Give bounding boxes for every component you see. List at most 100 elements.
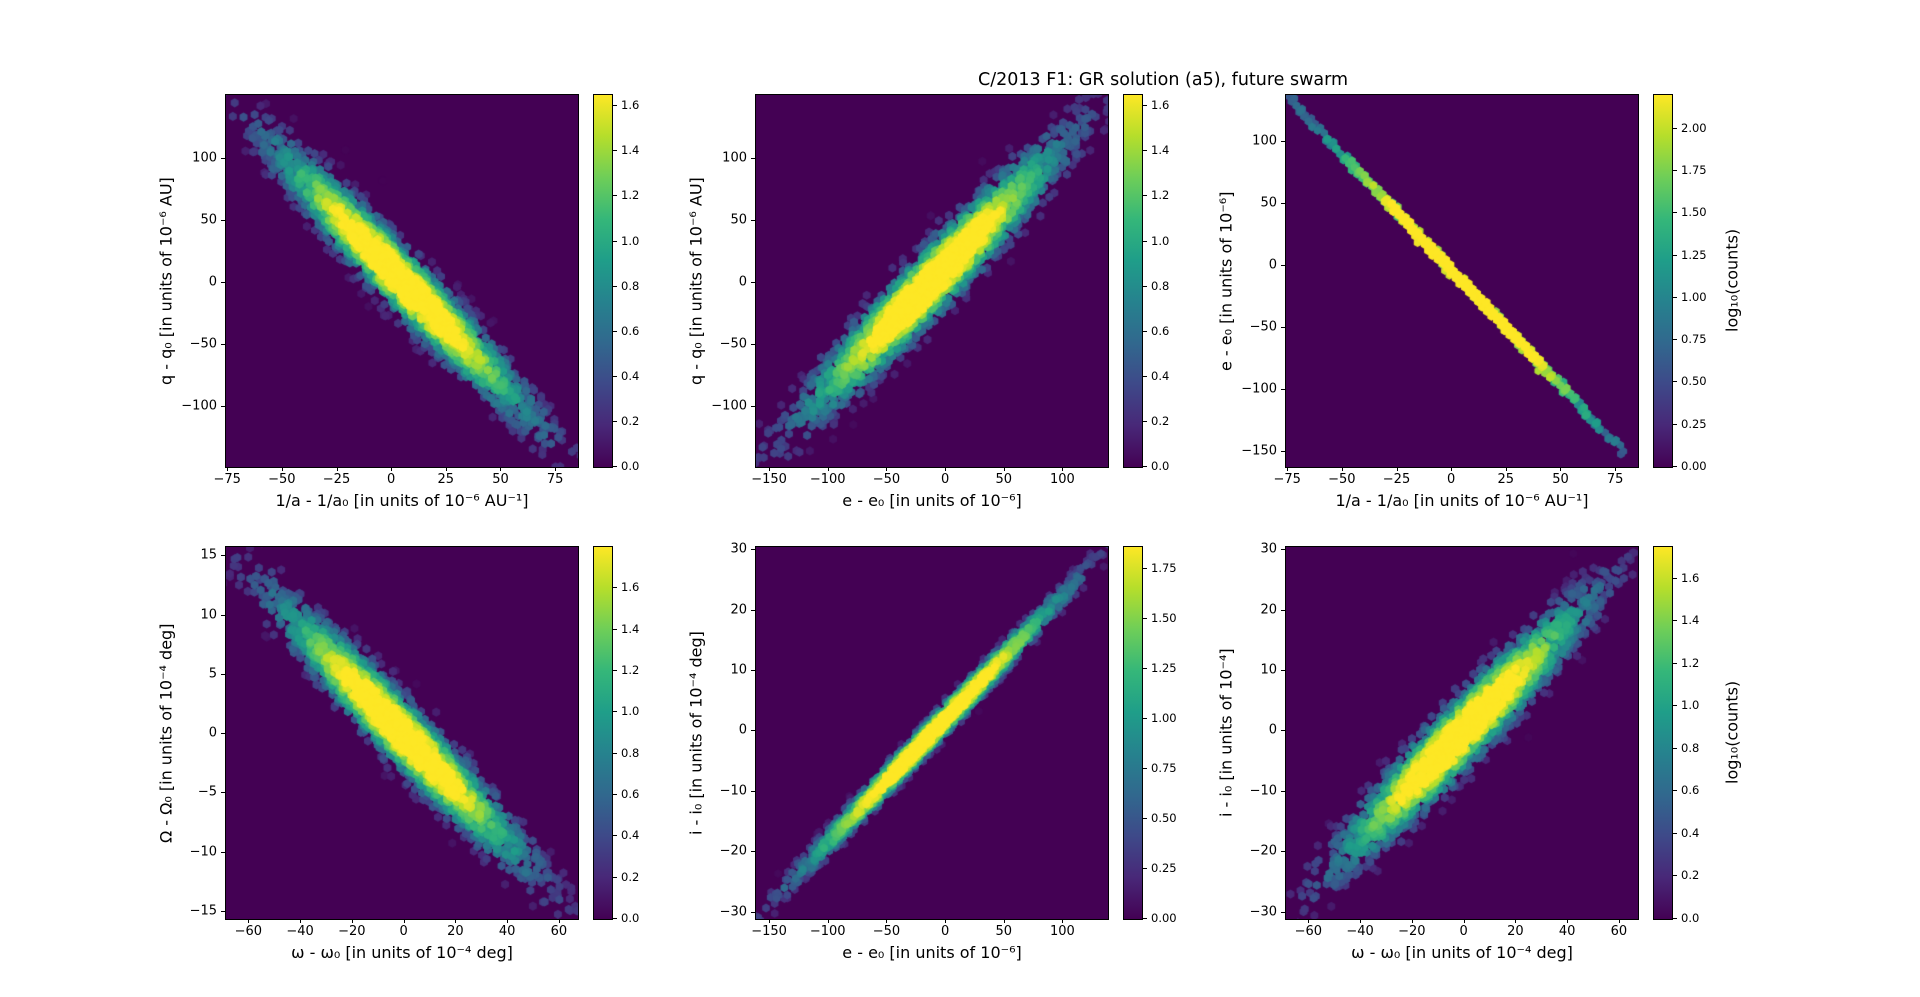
x-tick-label: −75 — [1273, 472, 1301, 487]
y-tick-mark — [1281, 911, 1285, 913]
colorbar-tick-mark — [1143, 568, 1147, 569]
x-tick-label: −25 — [1382, 472, 1411, 487]
x-tick-mark — [886, 919, 888, 923]
y-tick-mark — [1281, 141, 1285, 143]
subplot-top-left: q - q₀ [in units of 10⁻⁶ AU] 100 50 0 −50 −10… — [155, 88, 685, 540]
colorbar-tick-mark — [1673, 620, 1677, 622]
y-tick-label: −30 — [1249, 904, 1277, 920]
x-tick-mark — [1463, 919, 1465, 923]
colorbar-tick-mark — [1143, 918, 1147, 919]
colorbar-tick-label: 0.2 — [1681, 868, 1700, 883]
subplot-grid: q - q₀ [in units of 10⁻⁶ AU] 100 50 0 −50 −10… — [155, 88, 1780, 992]
x-tick-label: −20 — [1398, 924, 1426, 939]
y-tick-mark — [221, 910, 225, 912]
y-tick-label: −10 — [189, 844, 217, 860]
colorbar-tick-label: 0.8 — [621, 745, 640, 760]
y-tick-label: 0 — [1268, 722, 1277, 738]
y-tick-mark — [751, 730, 755, 732]
x-tick-label: 40 — [498, 924, 516, 939]
y-tick-label: −50 — [189, 336, 217, 352]
x-tick-mark — [1451, 467, 1453, 471]
y-tick-label: 100 — [192, 150, 217, 166]
colorbar-tick-label: 0.4 — [1681, 825, 1700, 840]
colorbar-tick-mark — [1673, 423, 1677, 425]
x-tick-mark — [1003, 919, 1005, 923]
y-tick-label: −15 — [189, 903, 217, 919]
y-tick-mark — [221, 344, 225, 346]
x-tick-mark — [403, 919, 405, 923]
x-tick-mark — [1560, 467, 1562, 471]
x-tick-mark — [1341, 467, 1343, 471]
x-tick-mark — [507, 919, 509, 923]
colorbar-tick-mark — [1673, 662, 1677, 664]
colorbar-tick-mark — [1673, 170, 1677, 172]
colorbar-tick-mark — [1143, 868, 1147, 869]
x-tick-mark — [827, 919, 829, 923]
colorbar — [1653, 546, 1673, 920]
y-tick-mark — [1281, 730, 1285, 732]
colorbar-tick-label: 0.25 — [1151, 861, 1177, 875]
x-tick-mark — [1615, 467, 1617, 471]
hexbin-canvas — [1286, 95, 1638, 467]
y-tick-label: −20 — [1249, 843, 1277, 859]
hexbin-canvas — [756, 547, 1108, 919]
x-tick-mark — [1505, 467, 1507, 471]
y-tick-mark — [221, 158, 225, 160]
x-tick-mark — [1396, 467, 1398, 471]
plot-area — [1285, 546, 1639, 920]
colorbar-tick-mark — [1143, 330, 1147, 332]
colorbar-tick-label: 0.75 — [1681, 332, 1707, 347]
y-tick-mark — [221, 851, 225, 853]
colorbar-tick-label: 0.0 — [621, 459, 640, 473]
x-tick-mark — [1062, 467, 1064, 471]
colorbar-tick-mark — [1143, 768, 1147, 769]
colorbar-tick-mark — [613, 835, 617, 837]
colorbar-label: log₁₀(counts) — [1722, 228, 1742, 332]
x-tick-label: −75 — [213, 472, 241, 487]
y-tick-mark — [751, 790, 755, 792]
colorbar-tick-label: 1.2 — [1151, 188, 1170, 203]
x-tick-label: 60 — [550, 924, 568, 939]
colorbar-tick-mark — [613, 628, 617, 630]
y-axis-label: e - e₀ [in units of 10⁻⁶] — [1216, 191, 1236, 371]
y-tick-label: 15 — [200, 547, 217, 563]
x-tick-label: 0 — [1447, 472, 1456, 487]
colorbar-tick-mark — [613, 420, 617, 422]
colorbar-tick-label: 0.75 — [1151, 761, 1177, 775]
y-tick-mark — [751, 406, 755, 408]
x-axis-label: ω - ω₀ [in units of 10⁻⁴ deg] — [291, 943, 513, 962]
colorbar-tick-label: 0.4 — [621, 368, 640, 383]
x-tick-label: 40 — [1558, 924, 1576, 939]
hexbin-canvas — [756, 95, 1108, 467]
colorbar-tick-label: 0.8 — [621, 278, 640, 293]
colorbar-tick-mark — [1143, 668, 1147, 669]
y-tick-mark — [1281, 327, 1285, 329]
y-tick-mark — [1281, 203, 1285, 205]
x-tick-label: −100 — [809, 472, 846, 487]
colorbar-tick-label: 0.0 — [1681, 911, 1700, 925]
colorbar-tick-mark — [1143, 195, 1147, 197]
colorbar-tick-label: 1.25 — [1681, 247, 1707, 262]
colorbar — [1123, 546, 1143, 920]
x-tick-label: 100 — [1049, 472, 1075, 487]
colorbar-tick-label: 0.4 — [621, 828, 640, 843]
y-tick-mark — [751, 851, 755, 853]
colorbar-tick-label: 1.0 — [621, 704, 640, 719]
x-tick-mark — [1308, 919, 1310, 923]
colorbar-tick-label: 1.6 — [621, 580, 640, 595]
y-tick-label: −50 — [719, 336, 747, 352]
x-tick-label: −50 — [268, 472, 296, 487]
colorbar-tick-mark — [1673, 875, 1677, 877]
colorbar-tick-mark — [1143, 718, 1147, 719]
colorbar-tick-label: 0.2 — [621, 413, 640, 428]
colorbar-tick-label: 1.0 — [1681, 698, 1700, 713]
colorbar-tick-mark — [1143, 466, 1147, 467]
x-tick-label: 25 — [1497, 472, 1515, 487]
y-tick-mark — [751, 609, 755, 611]
colorbar-tick-label: 0.2 — [621, 869, 640, 884]
colorbar-tick-label: 1.4 — [621, 143, 640, 158]
y-tick-mark — [221, 220, 225, 222]
x-tick-mark — [1411, 919, 1413, 923]
colorbar-tick-label: 0.2 — [1151, 413, 1170, 428]
x-axis-label: e - e₀ [in units of 10⁻⁶] — [842, 491, 1022, 510]
